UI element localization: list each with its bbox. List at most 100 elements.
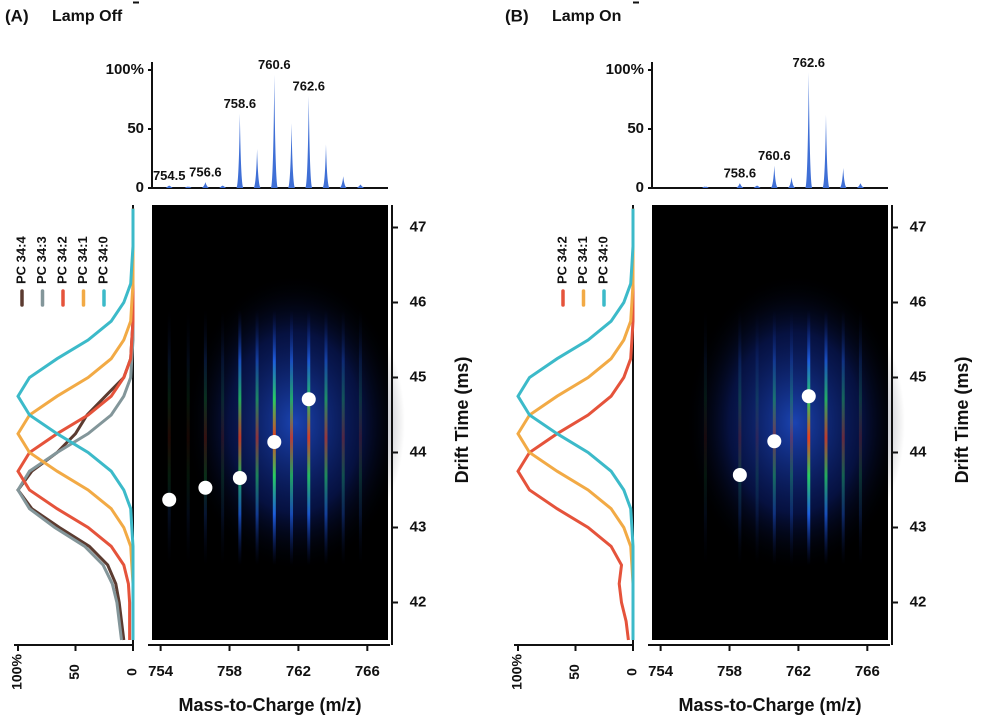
y-tick-label: 100%	[106, 61, 144, 78]
peak	[236, 113, 244, 188]
drift-point	[767, 434, 782, 449]
peak	[856, 183, 864, 188]
heatmap-streak	[324, 310, 328, 565]
heatmap-streak	[841, 310, 845, 565]
y-axis-title: Drift Time (ms)	[452, 357, 472, 484]
panel-label: (A)	[5, 6, 29, 25]
peak	[701, 186, 709, 188]
legend-label: PC 34:1	[575, 236, 590, 284]
legend-label: PC 34:2	[554, 236, 569, 284]
panel-title: Lamp On	[552, 8, 621, 25]
heatmap-streak	[307, 310, 311, 565]
peak	[253, 149, 261, 188]
heatmap-streak	[858, 310, 862, 565]
heatmap-streak	[358, 310, 362, 565]
y-tick-label: 47	[910, 218, 927, 235]
peak	[270, 74, 278, 188]
y-tick-label: 45	[910, 368, 927, 385]
heatmap-streak	[738, 310, 742, 565]
heatmap-streak	[238, 310, 242, 565]
peak	[770, 165, 778, 188]
heatmap-streak	[703, 310, 707, 565]
heatmap-streak	[824, 310, 828, 565]
drift-point	[301, 392, 316, 407]
drift-point	[267, 435, 282, 449]
panel-title: Lamp Off	[52, 8, 123, 25]
peak-label: 754.5	[153, 168, 186, 183]
x-tick-label: 50	[566, 664, 582, 680]
drift-point	[162, 492, 177, 507]
peak-label: 762.6	[292, 78, 325, 93]
y-tick-label: 44	[410, 443, 427, 460]
drift-profile	[516, 208, 635, 640]
peak	[736, 183, 744, 188]
peak	[219, 185, 227, 188]
drift-profile	[16, 208, 135, 640]
x-axis-title: Mass-to-Charge (m/z)	[178, 695, 361, 715]
peak	[753, 185, 761, 188]
peak	[839, 167, 847, 188]
y-tick-label: 44	[910, 443, 927, 460]
peak	[305, 95, 313, 188]
legend-label: PC 34:1	[75, 236, 90, 284]
peak	[822, 114, 830, 188]
legend-label: PC 34:4	[13, 236, 28, 284]
x-tick-label: 754	[148, 663, 174, 680]
legend-label: PC 34:3	[34, 236, 49, 284]
heatmap-streak	[807, 310, 811, 565]
peak	[339, 176, 347, 188]
drift-point	[232, 471, 247, 485]
y-tick-label: 50	[627, 120, 644, 137]
x-axis-title: Mass-to-Charge (m/z)	[678, 695, 861, 715]
heatmap-streak	[790, 310, 794, 565]
x-tick-label: 766	[355, 663, 380, 680]
heatmap-streak	[167, 310, 171, 565]
peak-label: 760.6	[758, 148, 791, 163]
x-tick-label: 762	[786, 663, 811, 680]
x-tick-label: 758	[717, 663, 742, 680]
heatmap-streak	[203, 310, 207, 565]
peak	[201, 182, 209, 188]
peak	[805, 72, 813, 188]
legend-label: PC 34:0	[595, 236, 610, 284]
heatmap-glow	[684, 272, 905, 573]
heatmap-streak	[290, 310, 294, 565]
y-tick-label: 47	[410, 218, 427, 235]
x-tick-label: 758	[217, 663, 242, 680]
peak	[788, 177, 796, 188]
peak	[322, 144, 330, 188]
y-tick-label: 43	[910, 518, 927, 535]
y-tick-label: 43	[410, 518, 427, 535]
peak-label: 758.6	[724, 166, 757, 181]
x-tick-label: 100%	[9, 654, 25, 690]
x-tick-label: 100%	[509, 654, 525, 690]
y-tick-label: 42	[910, 593, 927, 610]
heatmap-glow	[184, 272, 405, 573]
x-tick-label: 766	[855, 663, 880, 680]
heatmap-streak	[341, 310, 345, 565]
drift-point	[732, 468, 747, 482]
y-tick-label: 46	[410, 293, 427, 310]
y-tick-label: 42	[410, 593, 427, 610]
y-tick-label: 50	[127, 120, 144, 137]
peak-label: 758.6	[224, 96, 257, 111]
x-tick-label: 754	[648, 663, 674, 680]
x-tick-label: 0	[124, 668, 140, 676]
peak	[165, 185, 173, 188]
y-tick-label: 100%	[606, 61, 644, 78]
peak-label: 756.6	[189, 165, 222, 180]
x-tick-label: 50	[66, 664, 82, 680]
y-tick-label: 46	[910, 293, 927, 310]
x-tick-label: 0	[624, 668, 640, 676]
x-tick-label: 762	[286, 663, 311, 680]
y-tick-label: 0	[636, 179, 644, 196]
panel-label: (B)	[505, 6, 529, 25]
peak-label: 762.6	[792, 55, 825, 70]
y-axis-title: Drift Time (ms)	[952, 357, 972, 484]
peak	[184, 186, 192, 188]
heatmap-streak	[755, 310, 759, 565]
peak	[356, 184, 364, 188]
legend-label: PC 34:2	[54, 236, 69, 284]
peak	[288, 123, 296, 188]
